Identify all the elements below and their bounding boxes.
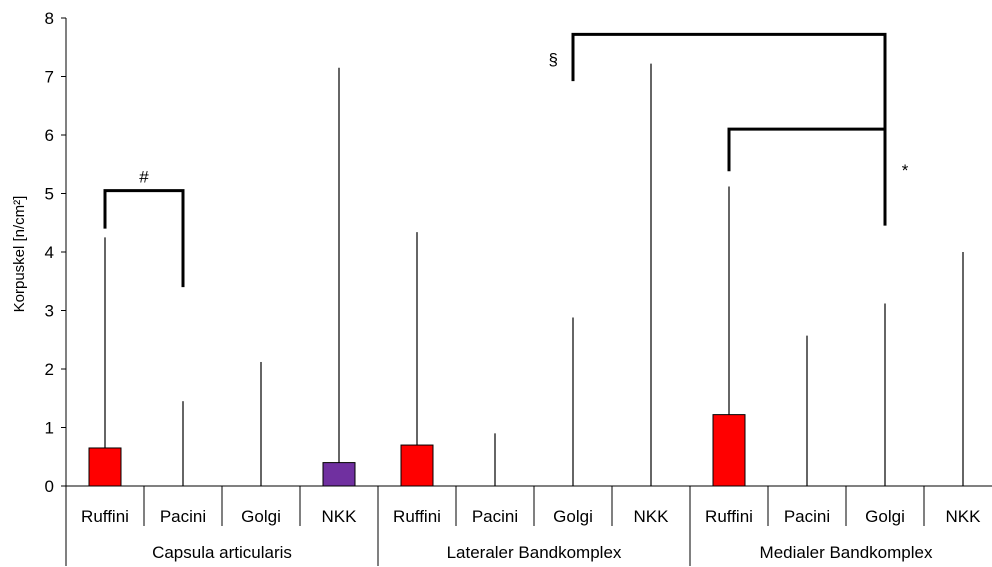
- significance-brackets: # § *: [103, 32, 909, 288]
- x-axis-category-labels: Ruffini Pacini Golgi NKK Ruffini Pacini Golgi N…: [65, 485, 992, 566]
- y-tick-label: 8: [45, 9, 54, 28]
- category-label: NKK: [946, 507, 982, 526]
- y-tick-label: 0: [45, 477, 54, 496]
- category-label: NKK: [634, 507, 670, 526]
- category-label: Ruffini: [705, 507, 753, 526]
- category-label: Ruffini: [393, 507, 441, 526]
- significance-bracket: [571, 32, 887, 130]
- bar: [322, 462, 356, 487]
- significance-symbol: *: [902, 161, 909, 180]
- category-label: NKK: [322, 507, 358, 526]
- bar: [712, 414, 746, 487]
- y-axis-title: Korpuskel [n/cm²]: [11, 196, 28, 313]
- y-tick-label: 1: [45, 419, 54, 438]
- error-bars: [104, 63, 964, 486]
- category-label: Ruffini: [81, 507, 129, 526]
- y-tick-label: 2: [45, 360, 54, 379]
- significance-bracket: [103, 189, 185, 288]
- y-tick-label: 4: [45, 243, 54, 262]
- significance-bracket: [727, 127, 887, 226]
- category-label: Pacini: [784, 507, 830, 526]
- group-label: Lateraler Bandkomplex: [447, 543, 622, 562]
- group-label: Capsula articularis: [152, 543, 292, 562]
- significance-symbol: §: [549, 50, 558, 69]
- y-tick-label: 3: [45, 302, 54, 321]
- category-label: Golgi: [241, 507, 281, 526]
- significance-symbol: #: [139, 168, 149, 187]
- y-tick-label: 7: [45, 68, 54, 87]
- category-label: Golgi: [865, 507, 905, 526]
- bar: [400, 444, 434, 487]
- group-label: Medialer Bandkomplex: [760, 543, 933, 562]
- y-tick-label: 5: [45, 185, 54, 204]
- y-tick-label: 6: [45, 126, 54, 145]
- bar: [88, 447, 122, 487]
- category-label: Pacini: [472, 507, 518, 526]
- y-axis: 0 1 2 3 4 5 6 7 8: [45, 9, 67, 496]
- category-label: Pacini: [160, 507, 206, 526]
- category-label: Golgi: [553, 507, 593, 526]
